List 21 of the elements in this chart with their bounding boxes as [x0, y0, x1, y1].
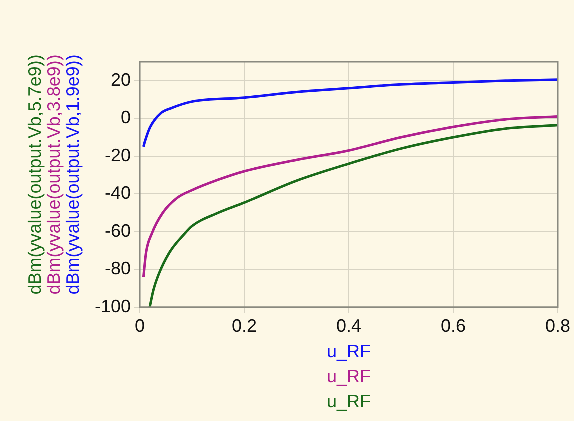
y-tick-label: -40	[105, 183, 132, 204]
text: dBm(yvalue(output.Vb,5.7e9))	[24, 54, 45, 295]
y-tick-label: -20	[105, 145, 132, 166]
y-tick-label: 0	[121, 108, 132, 128]
y-tick-label: -100	[94, 296, 132, 316]
text: u_RF	[327, 366, 372, 386]
text: dBm(yvalue(output.Vb,1.9e9))	[62, 54, 83, 295]
y-tick-label: 20	[110, 70, 132, 90]
x-tick-label: 0	[135, 316, 146, 336]
y-tick-label: -60	[105, 220, 132, 241]
x-tick-label: 0.6	[440, 316, 466, 336]
text: dBm(yvalue(output.Vb,3.8e9))	[44, 54, 64, 295]
x-tick-label: 0.8	[545, 316, 571, 336]
line-series	[142, 78, 558, 148]
x-axis-title: u_RF	[327, 341, 372, 362]
x-tick-label: 0.2	[232, 316, 258, 336]
text: u_RF	[327, 391, 372, 412]
x-tick-label: 0.4	[336, 316, 362, 336]
line-series	[142, 115, 558, 278]
y-tick-label: -80	[105, 258, 132, 279]
line-series	[148, 124, 558, 308]
